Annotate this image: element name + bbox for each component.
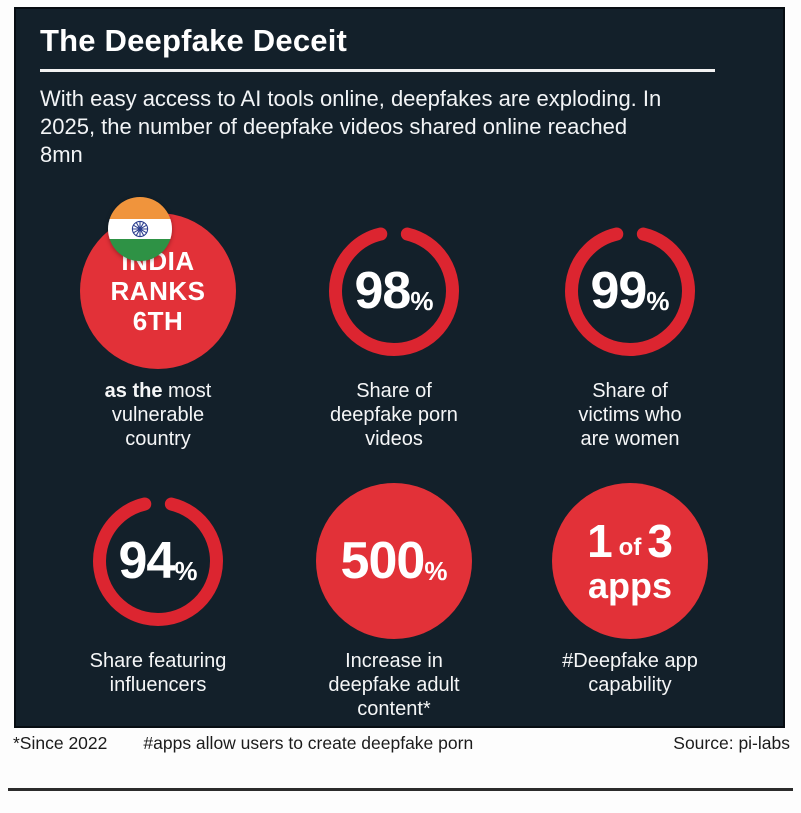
caption-line1: Share of: [592, 380, 668, 402]
content-increase-circle: 500%: [316, 483, 472, 639]
influencers-ring: 94%: [92, 495, 224, 627]
stat-value: 98: [354, 262, 412, 320]
caption-line1: #Deepfake app: [562, 650, 698, 672]
content-increase-caption: Increase in deepfake adult content*: [328, 649, 459, 721]
caption-line2: victims who: [578, 404, 682, 426]
caption-line3: content*: [357, 698, 431, 720]
percent-sign: %: [174, 556, 198, 586]
caption-line2: deepfake porn: [330, 404, 458, 426]
footnote-since: *Since 2022: [13, 733, 108, 753]
caption-line2: capability: [588, 674, 672, 696]
app-capability-caption: #Deepfake app capability: [562, 649, 698, 697]
apps-of-word: of: [618, 534, 642, 561]
stats-grid: INDIA RANKS 6TH as the most vulnerable c…: [40, 197, 763, 721]
footnote-apps: #apps allow users to create deepfake por…: [143, 733, 474, 753]
caption-line1: Share of: [356, 380, 432, 402]
app-capability-circle-box: 1 of 3 apps: [552, 481, 708, 641]
percent-sign: %: [424, 556, 448, 586]
porn-share-ring: 98%: [328, 225, 460, 357]
stat-value: 99: [590, 262, 648, 320]
apps-digit-1: 1: [587, 515, 613, 567]
ring-gauge-icon: [565, 226, 695, 356]
india-rank-line3: 6TH: [132, 306, 184, 336]
stat-value: 94: [118, 532, 176, 590]
stat-card-women-victims: 99% Share of victims who are women: [512, 211, 748, 451]
india-rank-line2: RANKS: [110, 276, 206, 306]
app-capability-circle: 1 of 3 apps: [552, 483, 708, 639]
women-victims-caption: Share of victims who are women: [578, 379, 681, 451]
bottom-divider: [8, 788, 793, 791]
caption-line1: Share featuring: [89, 650, 227, 672]
caption-line2: deepfake adult: [328, 674, 460, 696]
influencers-circle-box: 94%: [92, 481, 224, 641]
porn-share-circle-box: 98%: [328, 211, 460, 371]
caption-bold-part: as the: [104, 380, 163, 402]
caption-line2: influencers: [109, 674, 207, 696]
caption-rest-part: most: [162, 380, 212, 402]
infographic-panel: The Deepfake Deceit With easy access to …: [14, 7, 785, 728]
caption-line2: vulnerable: [111, 404, 205, 426]
caption-line1: Increase in: [345, 650, 443, 672]
page-title: The Deepfake Deceit: [40, 23, 348, 58]
apps-digit-3: 3: [647, 515, 673, 567]
caption-line3: are women: [580, 428, 680, 450]
stat-card-influencers: 94% Share featuring influencers: [40, 481, 276, 721]
stat-card-app-capability: 1 of 3 apps #Deepfake app capability: [512, 481, 748, 721]
ring-gauge-icon: [329, 226, 459, 356]
caption-line3: country: [125, 428, 191, 450]
stat-card-india-rank: INDIA RANKS 6TH as the most vulnerable c…: [40, 197, 276, 451]
india-circle-box: INDIA RANKS 6TH: [80, 197, 236, 371]
stat-value: 500: [340, 532, 426, 590]
source-credit: Source: pi-labs: [673, 733, 790, 753]
women-victims-ring: 99%: [564, 225, 696, 357]
india-rank-caption: as the most vulnerable country: [105, 379, 212, 451]
caption-line3: videos: [365, 428, 423, 450]
percent-sign: %: [646, 286, 670, 316]
title-underline: [40, 69, 715, 72]
porn-share-caption: Share of deepfake porn videos: [330, 379, 458, 451]
stat-card-porn-share: 98% Share of deepfake porn videos: [276, 211, 512, 451]
influencers-caption: Share featuring influencers: [90, 649, 227, 697]
footnotes-row: *Since 2022 #apps allow users to create …: [13, 733, 790, 754]
apps-word: apps: [587, 565, 673, 606]
women-victims-circle-box: 99%: [564, 211, 696, 371]
content-increase-circle-box: 500%: [316, 481, 472, 641]
percent-sign: %: [410, 286, 434, 316]
stat-card-content-increase: 500% Increase in deepfake adult content*: [276, 481, 512, 721]
ring-gauge-icon: [93, 496, 223, 626]
subtitle-text: With easy access to AI tools online, dee…: [40, 86, 662, 167]
india-flag-icon: [108, 197, 172, 261]
